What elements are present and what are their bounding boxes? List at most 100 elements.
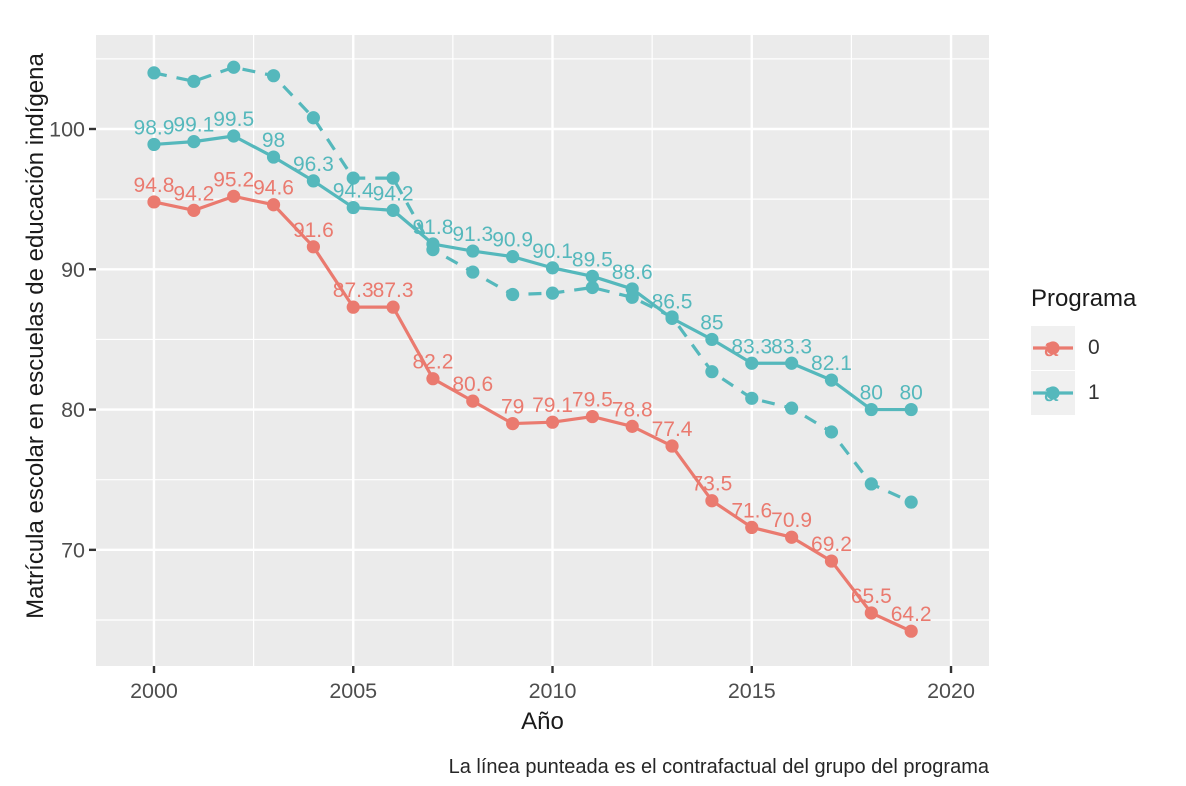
point-label-1: 96.3	[293, 153, 334, 176]
legend-item-program-1: a 1	[1031, 370, 1136, 415]
point-label-1: 90.9	[492, 229, 533, 252]
data-point-1	[187, 135, 201, 149]
data-point-0	[785, 530, 799, 544]
point-label-0: 79	[501, 396, 524, 419]
point-label-0: 71.6	[731, 499, 772, 522]
data-point-0	[824, 554, 839, 568]
x-tick-label: 2000	[130, 679, 178, 703]
point-label-1: 88.6	[612, 261, 653, 284]
point-label-1: 99.1	[173, 114, 214, 137]
data-point-0	[266, 198, 281, 212]
data-point-0	[506, 416, 520, 431]
data-point-1	[227, 129, 241, 143]
data-point-1-contrafactual	[745, 391, 759, 405]
point-label-0: 95.2	[213, 168, 254, 191]
data-point-0	[227, 189, 241, 203]
x-axis-title: Año	[521, 708, 564, 735]
data-point-1	[466, 244, 480, 258]
point-label-1: 94.4	[333, 180, 374, 203]
point-label-0: 69.2	[811, 533, 852, 556]
legend-key-program-0-icon: a	[1031, 325, 1075, 370]
data-point-1-contrafactual	[466, 265, 480, 279]
x-tick-label: 2005	[329, 679, 377, 703]
point-label-1: 91.3	[452, 223, 493, 246]
data-point-0	[306, 240, 320, 254]
point-label-0: 64.2	[891, 603, 932, 626]
data-point-1-contrafactual	[266, 69, 281, 83]
x-tick-label: 2010	[529, 679, 577, 703]
data-point-1	[824, 373, 839, 387]
data-point-1-contrafactual	[824, 425, 839, 439]
point-label-1: 90.1	[532, 240, 573, 263]
point-label-1: 98.9	[134, 116, 175, 139]
point-label-1: 85	[700, 311, 723, 334]
point-label-1: 86.5	[652, 290, 693, 313]
data-point-1	[346, 200, 360, 215]
legend-item-program-0: a 0	[1031, 325, 1136, 370]
data-point-1	[426, 237, 440, 251]
point-label-1: 83.3	[771, 335, 812, 358]
y-tick-label: 90	[61, 258, 85, 282]
data-point-1-contrafactual	[864, 477, 878, 491]
point-label-0: 73.5	[691, 473, 732, 496]
data-point-0	[545, 415, 560, 429]
data-point-1	[785, 356, 799, 370]
data-point-1	[864, 402, 878, 417]
data-point-1-contrafactual	[187, 74, 201, 88]
y-axis-title: Matrícula escolar en escuelas de educaci…	[22, 53, 49, 619]
data-point-1-contrafactual	[705, 365, 719, 379]
point-label-0: 79.1	[532, 394, 573, 417]
data-point-1	[585, 269, 599, 283]
point-label-1: 82.1	[811, 352, 852, 375]
point-label-1: 80	[899, 382, 922, 405]
point-label-1: 80	[860, 382, 883, 405]
series-line-1-contrafactual	[153, 65, 912, 504]
y-tick-label: 100	[49, 117, 85, 141]
point-label-0: 94.2	[173, 182, 214, 205]
point-label-1: 98	[262, 129, 285, 152]
data-point-0	[625, 419, 639, 433]
legend-label-program-1: 1	[1088, 380, 1100, 404]
point-label-0: 94.8	[134, 174, 175, 197]
data-point-1	[147, 137, 161, 152]
point-label-0: 87.3	[333, 279, 374, 302]
point-label-1: 89.5	[572, 248, 613, 271]
data-point-1	[266, 150, 281, 164]
legend: Programa a 0 a 1	[1031, 285, 1136, 415]
y-tick-label: 70	[61, 538, 85, 562]
data-point-0	[705, 494, 719, 508]
data-point-1-contrafactual	[545, 286, 560, 300]
data-point-1-contrafactual	[585, 280, 599, 295]
data-point-1-contrafactual	[785, 401, 799, 415]
data-point-0	[585, 409, 599, 424]
data-point-1	[904, 402, 918, 417]
point-label-1: 99.5	[213, 108, 254, 131]
data-point-1-contrafactual	[506, 287, 520, 302]
data-point-1-contrafactual	[306, 111, 320, 125]
x-tick-label: 2020	[927, 679, 975, 703]
data-point-1	[705, 332, 719, 347]
point-label-0: 70.9	[771, 509, 812, 532]
point-label-1: 83.3	[731, 335, 772, 358]
point-label-0: 77.4	[652, 418, 693, 441]
legend-label-program-0: 0	[1088, 335, 1100, 359]
point-label-0: 87.3	[373, 279, 414, 302]
x-tick-label: 2015	[728, 679, 776, 703]
legend-title: Programa	[1031, 285, 1137, 312]
legend-key-program-1-icon: a	[1031, 370, 1075, 415]
point-label-0: 82.2	[413, 351, 454, 374]
point-label-0: 65.5	[851, 585, 892, 608]
data-point-1	[745, 356, 759, 370]
data-point-0	[745, 520, 759, 534]
series-line-0	[153, 194, 912, 633]
series-line-1	[153, 134, 912, 412]
point-label-0: 79.5	[572, 389, 613, 412]
data-point-1-contrafactual	[346, 171, 360, 185]
chart-caption: La línea punteada es el contrafactual de…	[448, 756, 989, 778]
point-label-1: 91.8	[413, 216, 454, 239]
point-label-0: 94.6	[253, 177, 294, 200]
point-label-0: 91.6	[293, 219, 334, 242]
data-point-1-contrafactual	[386, 171, 400, 185]
